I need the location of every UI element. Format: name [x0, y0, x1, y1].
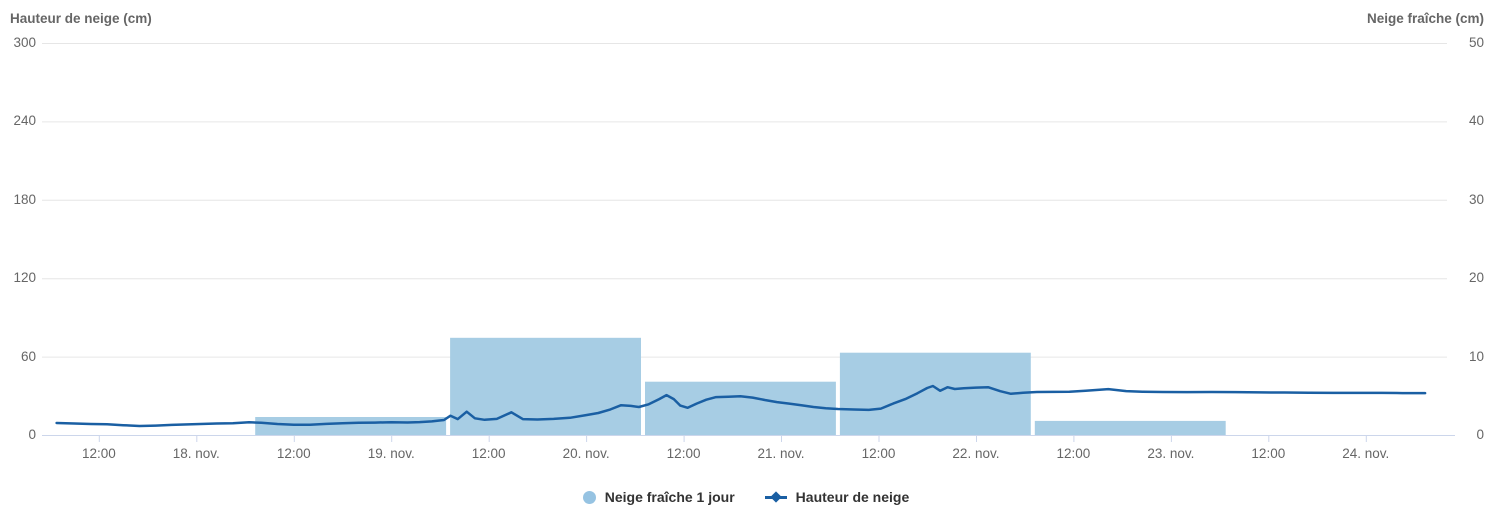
- x-axis-tick-label: 19. nov.: [367, 446, 415, 461]
- x-axis-tick-label: 24. nov.: [1342, 446, 1390, 461]
- right-axis-tick-label: 50: [1468, 35, 1484, 50]
- left-axis-tick-label: 180: [13, 191, 36, 207]
- bar-neige-fraiche: [645, 381, 836, 435]
- line-hauteur-neige: [55, 384, 1427, 428]
- diamond-marker-icon: [770, 490, 782, 503]
- legend-item-hauteur-neige[interactable]: Hauteur de neige: [764, 489, 910, 505]
- bar-series-marker-icon: [582, 490, 596, 504]
- x-axis-tick-label: 12:00: [81, 446, 116, 461]
- left-axis-title: Hauteur de neige (cm): [10, 11, 152, 26]
- left-axis-tick-label: 300: [13, 35, 36, 50]
- x-axis-tick-label: 12:00: [861, 446, 896, 461]
- legend-label-neige-fraiche: Neige fraîche 1 jour: [604, 489, 735, 505]
- x-axis-tick-label: 12:00: [471, 446, 506, 461]
- x-axis-tick-label: 12:00: [1251, 446, 1286, 461]
- legend-item-neige-fraiche[interactable]: Neige fraîche 1 jour: [582, 489, 735, 505]
- right-axis-tick-label: 0: [1476, 427, 1484, 442]
- bar-neige-fraiche: [839, 352, 1031, 435]
- left-axis-tick-label: 120: [13, 270, 36, 286]
- right-axis-tick-label: 20: [1468, 270, 1484, 286]
- legend-label-hauteur-neige: Hauteur de neige: [795, 489, 910, 505]
- x-axis-tick-label: 22. nov.: [952, 446, 1000, 461]
- line-series-marker-icon: [764, 490, 787, 503]
- right-axis-title: Neige fraîche (cm): [1366, 11, 1484, 26]
- x-axis-tick-label: 18. nov.: [172, 446, 220, 461]
- x-axis-tick-label: 21. nov.: [757, 446, 805, 461]
- bar-neige-fraiche: [1034, 420, 1226, 435]
- right-axis-tick-label: 40: [1468, 113, 1484, 129]
- left-axis-tick-label: 60: [20, 348, 36, 364]
- x-axis-tick-label: 12:00: [1056, 446, 1091, 461]
- x-axis-tick-label: 12:00: [666, 446, 701, 461]
- right-axis-tick-label: 10: [1468, 348, 1484, 364]
- left-axis-tick-label: 240: [13, 113, 36, 129]
- x-axis-tick-label: 12:00: [276, 446, 311, 461]
- x-axis-tick-label: 20. nov.: [562, 446, 610, 461]
- x-axis-tick-label: 23. nov.: [1147, 446, 1195, 461]
- right-axis-tick-label: 30: [1468, 191, 1484, 207]
- bar-neige-fraiche: [255, 417, 447, 435]
- legend: Neige fraîche 1 jour Hauteur de neige: [0, 484, 1492, 510]
- left-axis-tick-label: 0: [28, 427, 36, 442]
